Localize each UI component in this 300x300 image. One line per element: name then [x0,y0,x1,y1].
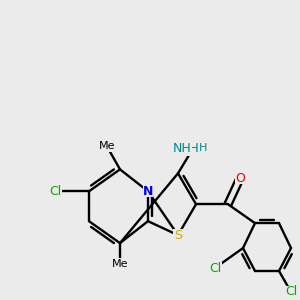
Text: S: S [174,229,182,242]
FancyBboxPatch shape [143,185,153,197]
Text: NH: NH [172,142,191,155]
FancyBboxPatch shape [284,286,298,298]
Text: Cl: Cl [285,285,297,298]
FancyBboxPatch shape [113,258,127,270]
FancyBboxPatch shape [100,140,114,152]
FancyBboxPatch shape [208,262,222,274]
Text: H: H [199,143,207,153]
Text: Me: Me [99,142,115,152]
FancyBboxPatch shape [48,185,62,197]
FancyBboxPatch shape [184,142,202,154]
Text: NH₂: NH₂ [181,142,205,155]
Text: Cl: Cl [209,262,221,275]
Text: Cl: Cl [49,185,61,198]
Text: Me: Me [112,259,128,269]
Text: N: N [143,185,153,198]
Text: O: O [235,172,245,185]
FancyBboxPatch shape [173,229,183,241]
FancyBboxPatch shape [235,172,245,184]
